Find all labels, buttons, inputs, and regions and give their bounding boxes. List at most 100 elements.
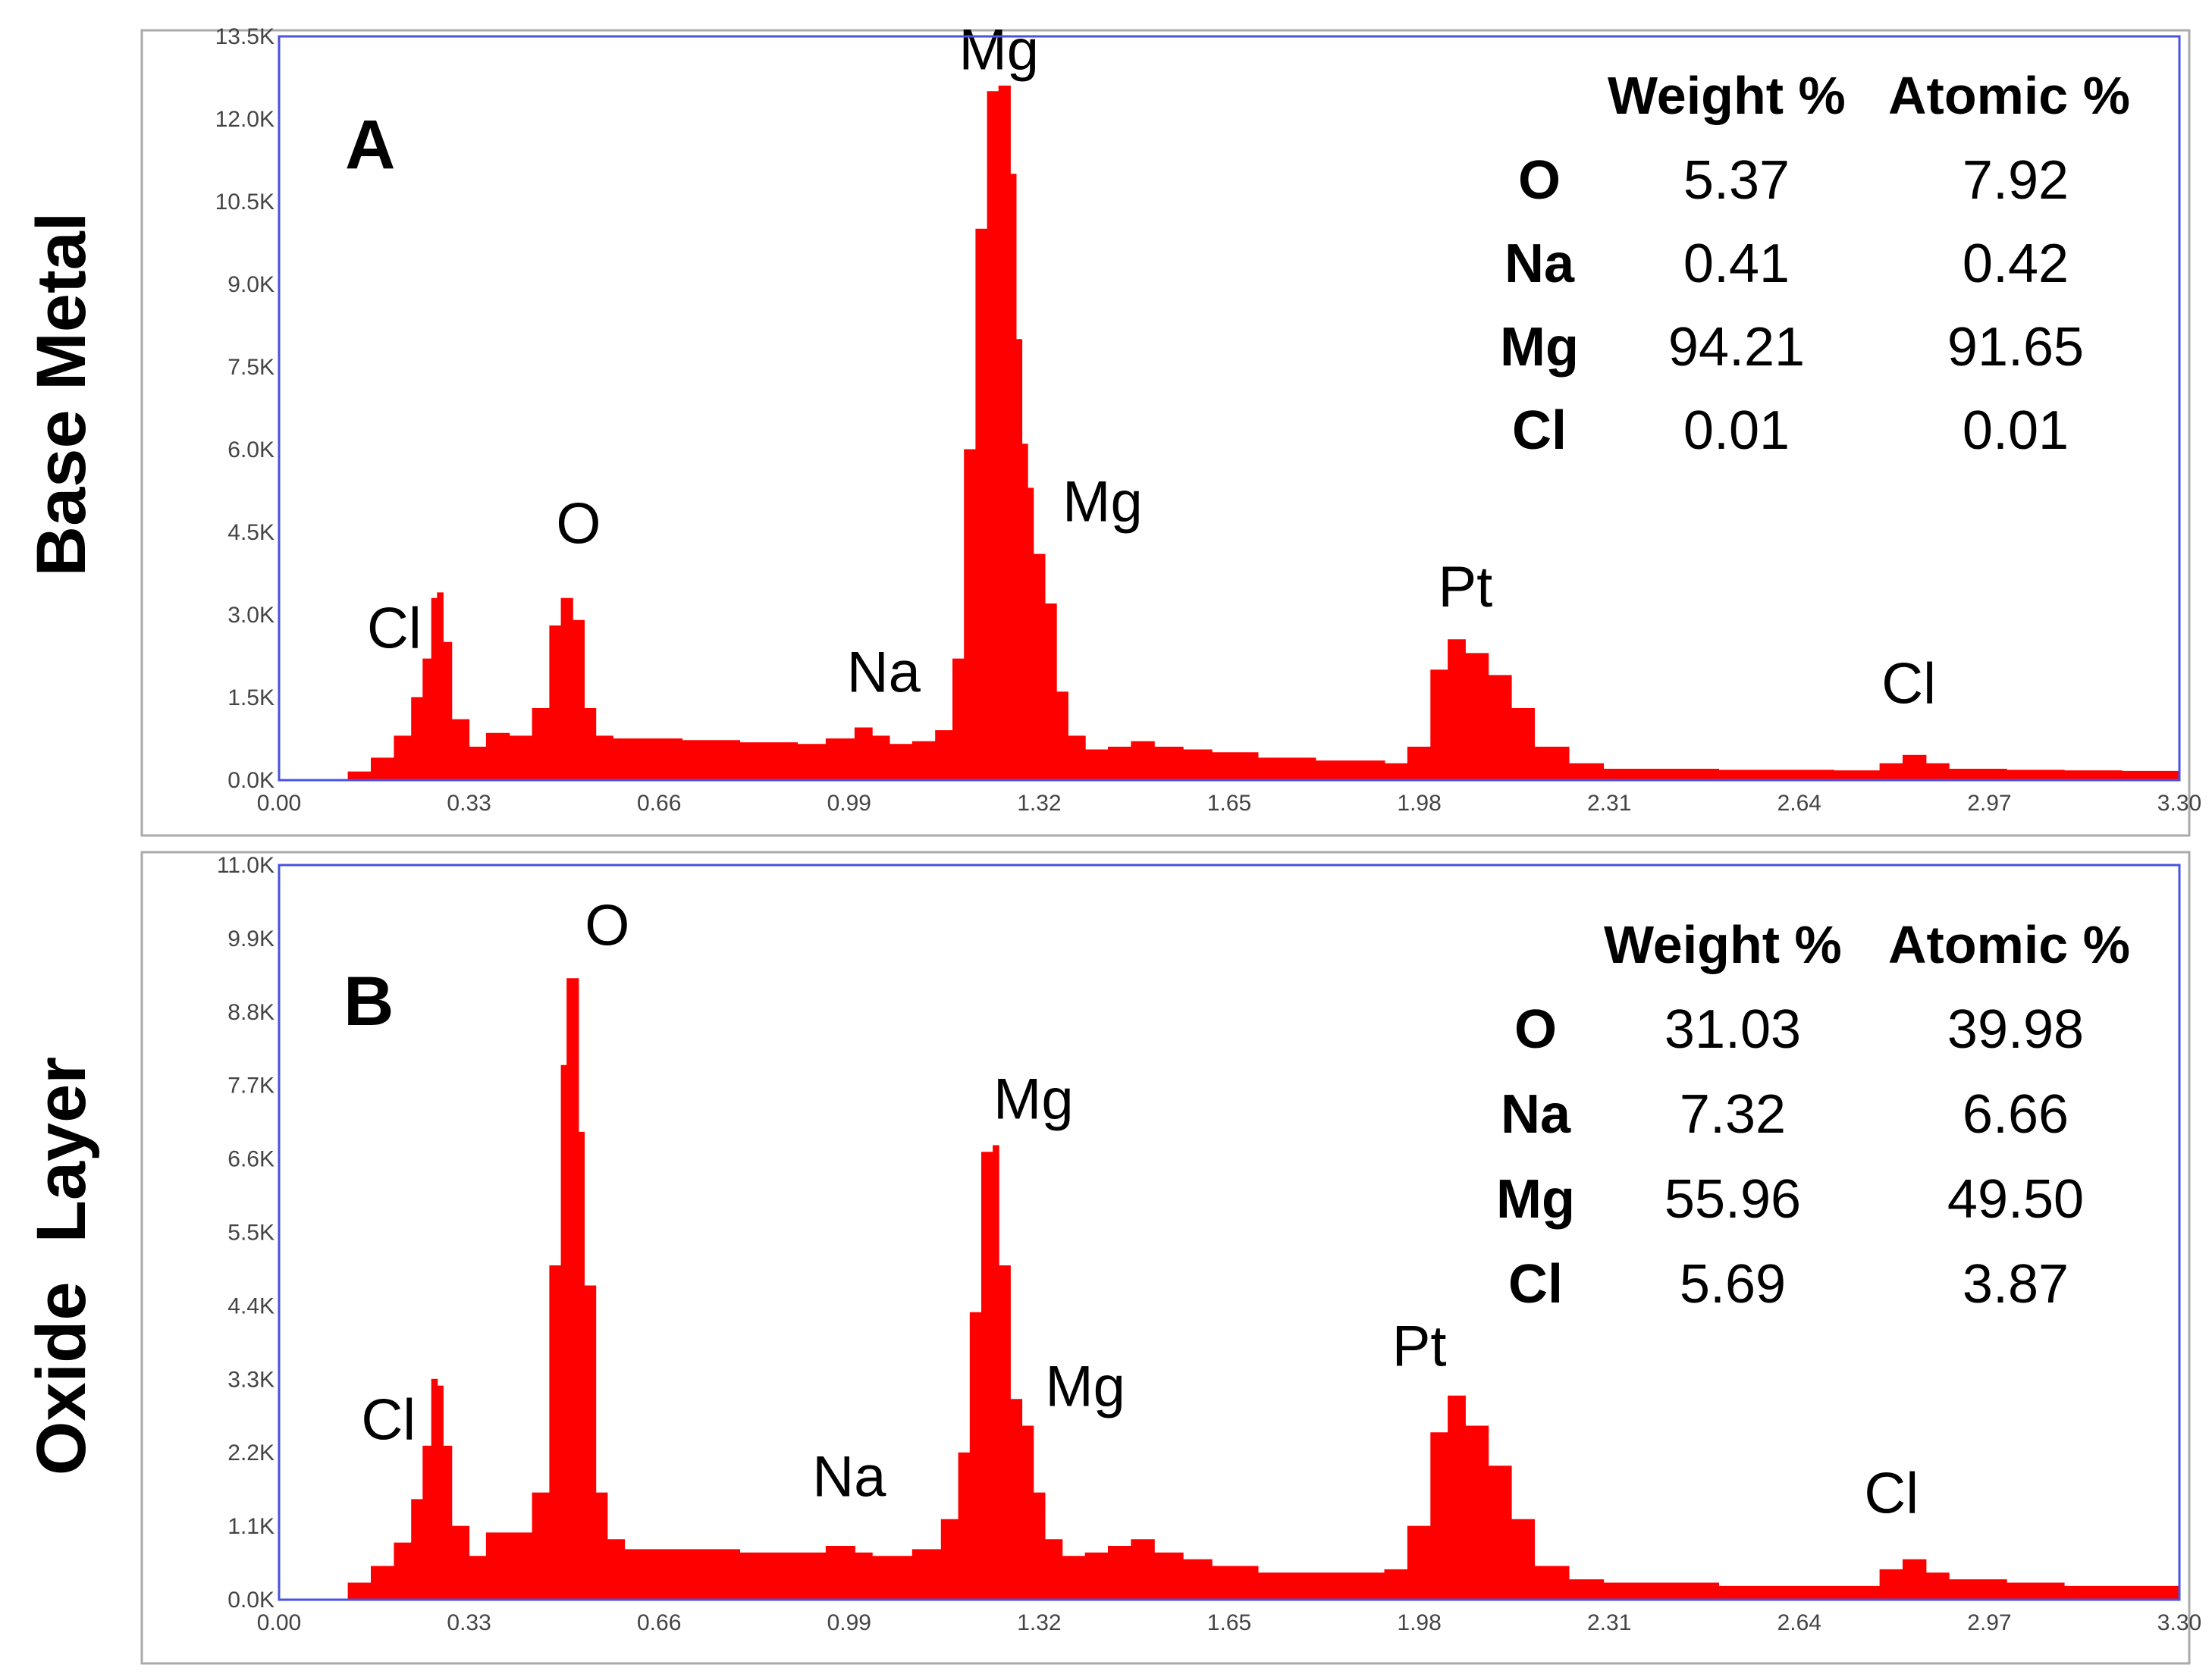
panel-b-y-tick-label: 2.2K: [227, 1440, 275, 1466]
panel-a-y-tick-label: 1.5K: [227, 685, 275, 710]
panel-a-row-element: Mg: [1500, 317, 1579, 378]
panel-a-y-tick-label: 0.0K: [227, 768, 275, 793]
panel-a-y-tick-label: 9.0K: [227, 272, 275, 297]
panel-b-row-atomic: 6.66: [1963, 1084, 2069, 1145]
panel-b-spectrum-area: [331, 978, 2180, 1600]
panel-a-peak-label: Cl: [367, 597, 422, 661]
panel-a-row-weight: 5.37: [1683, 150, 1790, 211]
panel-b-peak-label: Cl: [361, 1388, 416, 1453]
panel-b-frame: [140, 851, 2191, 1665]
panel-b-letter: B: [344, 963, 394, 1040]
panel-b-x-tick-label: 2.31: [1587, 1610, 1631, 1635]
panel-b-x-tick-label: 0.66: [637, 1610, 681, 1635]
panel-b-x-tick-label: 0.00: [257, 1610, 301, 1635]
panel-b-plot-border: [278, 864, 2181, 1601]
panel-b-x-tick-label: 1.65: [1207, 1610, 1251, 1635]
panel-a-row-weight: 94.21: [1668, 317, 1805, 378]
panel-a-row-element: Cl: [1512, 400, 1567, 461]
panel-b-peak-label: Na: [812, 1444, 886, 1509]
panel-b-row-atomic: 49.50: [1947, 1169, 2084, 1230]
panel-a-x-tick-label: 0.00: [257, 791, 301, 816]
panel-b-y-tick-label: 8.8K: [227, 1000, 275, 1025]
panel-b-side-label: Oxide Layer: [23, 1057, 100, 1475]
panel-a-table-header-atomic: Atomic %: [1888, 66, 2130, 125]
panel-a-side-label: Base Metal: [23, 212, 100, 577]
panel-a-peak-label: Mg: [1062, 469, 1143, 534]
panel-b-y-tick-label: 7.7K: [227, 1074, 275, 1099]
panel-b-x-tick-label: 2.64: [1777, 1610, 1821, 1635]
panel-b-row-weight: 31.03: [1664, 999, 1801, 1060]
panel-a-y-tick-label: 13.5K: [215, 24, 275, 49]
panel-b-x-tick-label: 3.30: [2157, 1610, 2201, 1635]
panel-b-row-weight: 7.32: [1680, 1084, 1786, 1145]
panel-b-peak-label: Pt: [1392, 1315, 1447, 1379]
panel-a-peak-label: Cl: [1881, 651, 1936, 716]
panel-b-row-element: Mg: [1496, 1169, 1575, 1230]
panel-a-y-tick-label: 10.5K: [215, 190, 275, 215]
panel-b-table-header-atomic: Atomic %: [1888, 915, 2130, 974]
panel-b-y-tick-label: 3.3K: [227, 1367, 275, 1392]
panel-a-peak-label: Na: [847, 641, 921, 705]
panel-b-peak-label: O: [585, 894, 629, 958]
panel-a-table-header-weight: Weight %: [1608, 66, 1846, 125]
panel-b-row-weight: 5.69: [1680, 1254, 1786, 1315]
panel-b: Oxide Layer 0.00 0.33 0.66 0.99 1.32 1.65 1.98…: [23, 851, 2201, 1665]
panel-a-x-tick-label: 2.31: [1587, 791, 1631, 816]
panel-a-x-tick-label: 1.32: [1017, 791, 1061, 816]
panel-a-x-tick-label: 1.65: [1207, 791, 1251, 816]
panel-a-spectrum-area: [331, 85, 2180, 781]
panel-b-x-tick-label: 2.97: [1967, 1610, 2011, 1635]
panel-b-x-tick-label: 0.33: [447, 1610, 491, 1635]
panel-b-x-tick-label: 1.32: [1017, 1610, 1061, 1635]
panel-b-x-tick-label: 1.98: [1397, 1610, 1441, 1635]
panel-a-row-element: Na: [1504, 234, 1575, 294]
panel-a-x-tick-label: 3.30: [2157, 791, 2201, 816]
panel-a-frame: [140, 29, 2191, 837]
panel-a-peak-label: O: [556, 492, 601, 556]
panel-a-letter: A: [345, 106, 395, 183]
panel-a-peak-label: Pt: [1438, 555, 1492, 619]
panel-a-row-atomic: 7.92: [1963, 150, 2069, 211]
panel-b-y-tick-label: 9.9K: [227, 926, 275, 951]
panel-a-row-atomic: 0.01: [1963, 400, 2069, 461]
panel-b-y-tick-label: 0.0K: [227, 1588, 275, 1613]
panel-b-row-weight: 55.96: [1664, 1169, 1801, 1230]
panel-a-row-weight: 0.41: [1683, 234, 1790, 294]
panel-a-x-tick-label: 0.66: [637, 791, 681, 816]
panel-a-row-atomic: 91.65: [1947, 317, 2084, 378]
panel-b-row-atomic: 39.98: [1947, 999, 2084, 1060]
panel-a-row-element: O: [1518, 150, 1561, 211]
panel-b-peak-label: Mg: [1045, 1355, 1125, 1419]
panel-a: Base Metal 0.00 0.33 0.66 0.99 1.32 1.65 1.98 2…: [23, 18, 2201, 837]
panel-a-y-tick-label: 4.5K: [227, 520, 275, 545]
panel-a-x-tick-label: 1.98: [1397, 791, 1441, 816]
panel-a-plot-border: [278, 35, 2181, 782]
panel-b-row-atomic: 3.87: [1963, 1254, 2069, 1315]
panel-b-y-tick-label: 11.0K: [217, 853, 275, 878]
panel-a-y-tick-label: 12.0K: [215, 107, 275, 132]
panel-b-row-element: Na: [1501, 1084, 1571, 1145]
panel-a-composition-table: Weight % Atomic % O 5.37 7.92 Na 0.41 0.…: [1500, 66, 2130, 461]
panel-a-row-weight: 0.01: [1683, 400, 1790, 461]
panel-a-x-tick-label: 0.99: [827, 791, 871, 816]
panel-b-table-header-weight: Weight %: [1604, 915, 1842, 974]
panel-a-x-tick-label: 2.64: [1777, 791, 1821, 816]
panel-b-y-tick-label: 5.5K: [227, 1221, 275, 1246]
panel-a-x-tick-label: 2.97: [1967, 791, 2011, 816]
panel-a-peak-label: Mg: [959, 18, 1039, 83]
panel-a-row-atomic: 0.42: [1963, 234, 2069, 294]
panel-a-x-tick-label: 0.33: [447, 791, 491, 816]
panel-b-peak-label: Cl: [1864, 1461, 1919, 1525]
panel-b-peak-label: Mg: [993, 1067, 1074, 1132]
panel-a-y-tick-label: 7.5K: [227, 355, 275, 380]
panel-b-y-tick-label: 6.6K: [227, 1147, 275, 1172]
panel-a-y-tick-label: 6.0K: [227, 437, 275, 462]
panel-b-row-element: Cl: [1508, 1254, 1563, 1315]
panel-b-x-tick-label: 0.99: [827, 1610, 871, 1635]
panel-b-y-tick-label: 4.4K: [227, 1293, 275, 1318]
panel-b-composition-table: Weight % Atomic % O 31.03 39.98 Na 7.32 …: [1496, 915, 2130, 1315]
panel-b-y-tick-label: 1.1K: [227, 1514, 275, 1539]
panel-a-y-tick-label: 3.0K: [227, 603, 275, 628]
panel-b-row-element: O: [1514, 999, 1557, 1060]
